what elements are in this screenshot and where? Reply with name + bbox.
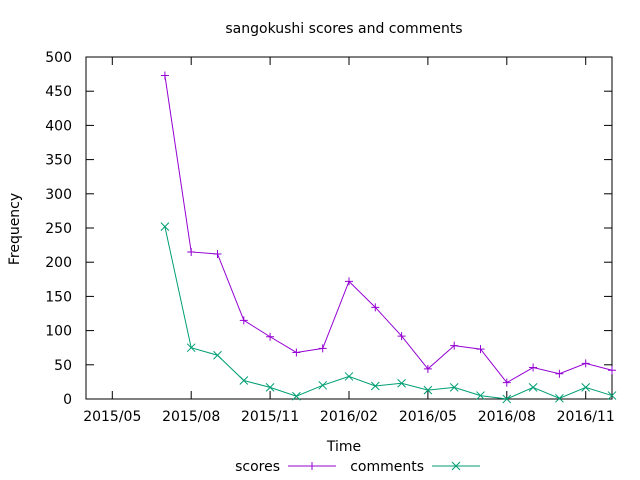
y-tick-label: 250 [45,221,72,237]
legend: scores comments [235,459,480,475]
data-point-scores [397,332,406,341]
data-point-scores [529,363,538,372]
data-point-comments [344,372,354,381]
x-tick-label: 2016/02 [320,409,378,425]
x-axis-label: Time [326,439,361,455]
data-point-comments [581,383,591,392]
data-point-comments [607,391,617,400]
chart-title: sangokushi scores and comments [225,21,462,37]
y-tick-label: 200 [45,255,72,271]
y-tick-label: 0 [63,392,72,408]
x-tick-label: 2015/05 [83,409,141,425]
x-tick-label: 2016/05 [399,409,457,425]
data-point-comments [370,381,380,391]
data-point-comments [160,222,170,231]
data-point-comments [318,380,328,390]
data-point-scores [292,348,301,357]
data-point-scores [581,359,590,368]
data-point-scores [371,303,380,312]
data-point-comments [502,394,512,404]
data-point-comments [239,376,249,385]
data-point-comments [476,391,485,400]
data-point-comments [528,383,538,392]
data-point-scores [608,366,616,375]
data-point-scores [266,332,275,341]
x-tick-label: 2015/08 [162,409,220,425]
legend-marker-scores [308,462,316,470]
data-point-scores [450,341,459,350]
series-layer [160,71,617,404]
y-axis: 0 50 100 150 200 250 300 350 400 450 500 [45,50,612,408]
legend-label-scores: scores [235,459,280,475]
data-point-comments [213,350,222,360]
data-point-scores [239,316,248,325]
y-tick-label: 450 [45,84,72,100]
data-point-comments [555,393,564,403]
data-point-scores [318,344,327,353]
y-tick-label: 50 [54,358,72,374]
series-comments [160,222,617,404]
legend-label-comments: comments [350,459,424,475]
data-point-scores [502,378,511,387]
data-point-scores [213,249,222,258]
data-point-comments [397,378,406,388]
data-point-scores [345,277,353,286]
data-point-comments [423,385,433,395]
data-point-comments [449,383,459,392]
y-tick-label: 350 [45,153,72,169]
data-point-comments [186,343,196,353]
series-line-comments [164,226,613,400]
data-point-scores [160,71,169,80]
x-tick-label: 2016/08 [478,409,536,425]
y-tick-label: 500 [45,50,72,66]
legend-marker-comments [451,461,461,471]
series-scores [160,71,616,387]
x-tick-label: 2016/11 [557,409,615,425]
series-line-scores [164,75,613,384]
data-point-scores [476,345,485,354]
y-tick-label: 100 [45,324,72,340]
data-point-scores [555,369,564,378]
y-tick-label: 400 [45,118,72,134]
data-point-comments [265,383,275,392]
x-tick-label: 2015/11 [241,409,299,425]
x-axis: 2015/05 2015/08 2015/11 2016/02 2016/05 2016/… [83,57,615,425]
y-axis-label: Frequency [7,193,23,265]
y-tick-label: 300 [45,187,72,203]
data-point-scores [423,364,432,373]
data-point-comments [292,391,301,401]
y-tick-label: 150 [45,289,72,305]
data-point-scores [187,247,196,256]
